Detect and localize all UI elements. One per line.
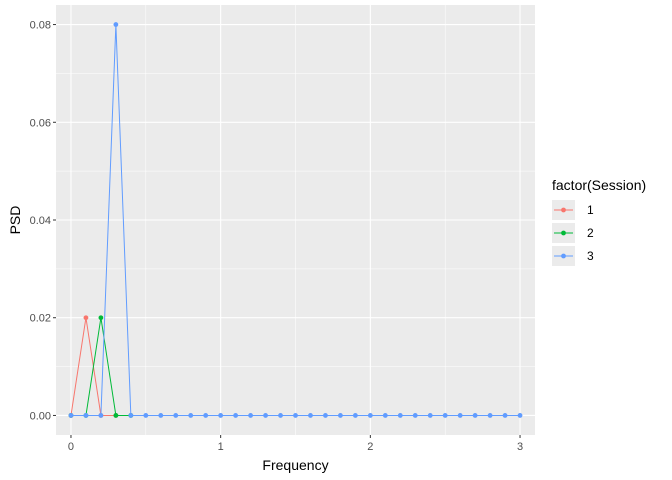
- series-3-point: [308, 413, 313, 418]
- x-tick-label: 3: [517, 441, 523, 453]
- series-3-point: [323, 413, 328, 418]
- x-tick-label: 1: [218, 441, 224, 453]
- series-3-point: [143, 413, 149, 418]
- series-3-point: [367, 413, 373, 418]
- y-tick-label: 0.02: [30, 313, 51, 325]
- legend-key-point: [561, 253, 566, 259]
- series-3-point: [218, 413, 224, 418]
- series-3-point: [98, 413, 104, 418]
- legend-label: 2: [587, 226, 594, 240]
- y-tick-label: 0.04: [30, 215, 51, 227]
- y-tick-label: 0.08: [30, 20, 51, 32]
- series-3-point: [397, 413, 403, 418]
- legend-title: factor(Session): [552, 177, 646, 193]
- series-1-point: [83, 315, 89, 321]
- axis-ticks: 0 1 2 3 0.00 0.02 0.04 0.06 0.08: [30, 20, 524, 453]
- series-3-point: [248, 413, 253, 418]
- series-3-point: [487, 413, 493, 418]
- series-3-point: [113, 22, 119, 27]
- series-3-point: [83, 413, 89, 418]
- series-3-point: [128, 413, 134, 418]
- series-3-point: [457, 413, 463, 418]
- series-3-point: [427, 413, 433, 418]
- series-3-point: [352, 413, 358, 418]
- series-3-point: [233, 413, 239, 418]
- x-axis-title: Frequency: [262, 457, 328, 473]
- x-tick-label: 0: [68, 441, 74, 453]
- series-2-point: [98, 315, 104, 321]
- major-gridlines: [56, 5, 535, 435]
- y-axis-title: PSD: [7, 206, 23, 235]
- series-3-point: [278, 413, 283, 418]
- y-tick-label: 0.00: [30, 410, 51, 422]
- x-tick-label: 2: [367, 441, 373, 453]
- series-3-point: [412, 413, 418, 418]
- series-3-point: [517, 413, 523, 418]
- legend-key-point: [561, 207, 566, 213]
- series-3-point: [382, 413, 388, 418]
- series-3-point: [472, 413, 478, 418]
- series-3-point: [263, 413, 268, 418]
- series-3-point: [188, 413, 194, 418]
- series-3-point: [442, 413, 448, 418]
- legend-label: 3: [587, 249, 594, 263]
- y-tick-label: 0.06: [30, 117, 51, 129]
- legend-items: 1 2 3: [552, 200, 594, 266]
- series-2-point: [113, 413, 119, 418]
- series-3-point: [203, 413, 209, 418]
- series-3-point: [158, 413, 164, 418]
- series-3-point: [293, 413, 298, 418]
- series-3-point: [68, 413, 74, 418]
- legend-key-point: [561, 230, 566, 236]
- series-3-point: [502, 413, 508, 418]
- legend: factor(Session) 1 2 3: [552, 177, 646, 266]
- series-layer: [68, 22, 523, 418]
- series-3-point: [338, 413, 343, 418]
- legend-label: 1: [587, 203, 594, 217]
- series-3-point: [173, 413, 179, 418]
